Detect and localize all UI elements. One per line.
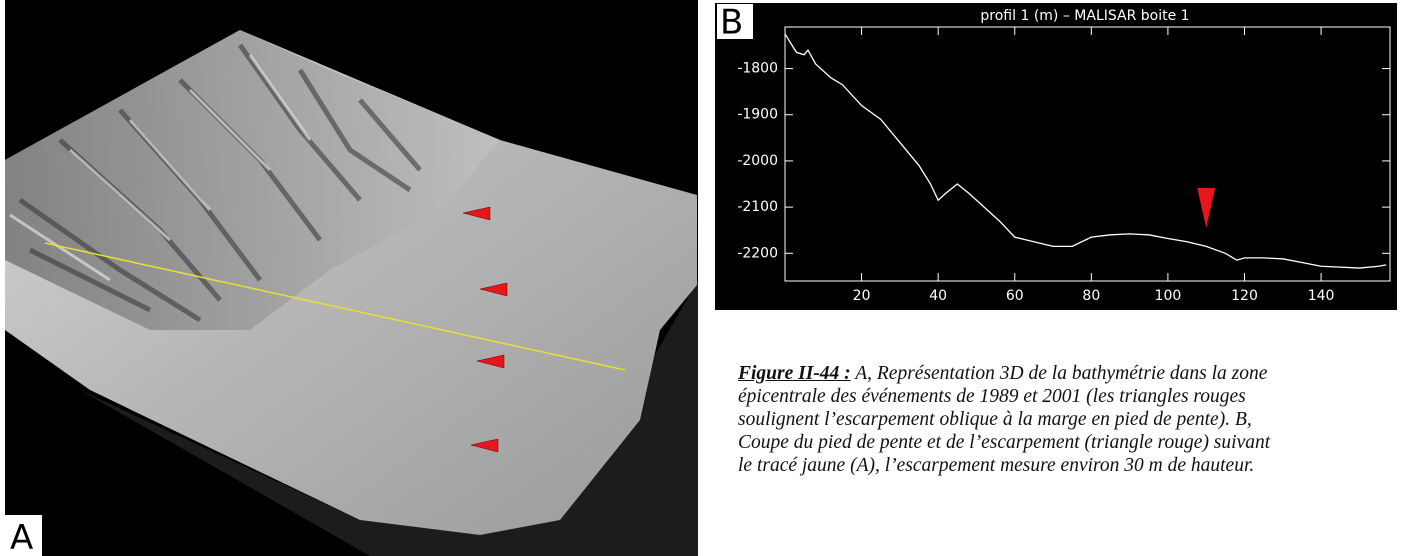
x-tick-label: 60 xyxy=(1006,288,1024,304)
slope xyxy=(5,30,500,330)
y-tick-label: -2100 xyxy=(737,199,778,215)
ridge-highlights xyxy=(9,54,312,282)
caption-line: le tracé jaune (A), l’escarpement mesure… xyxy=(738,455,1255,476)
escarpment-markers xyxy=(462,206,508,453)
y-tick-label: -1800 xyxy=(737,61,778,77)
caption-line: Coupe du pied de pente et de l’escarpeme… xyxy=(738,432,1271,453)
caption-line: soulignent l’escarpement oblique à la ma… xyxy=(738,409,1252,430)
escarpment-marker xyxy=(1197,187,1216,228)
x-tick-label: 80 xyxy=(1082,288,1100,304)
caption-line: épicentrale des événements de 1989 et 20… xyxy=(738,386,1246,407)
panel-label-box xyxy=(5,515,42,556)
caption: Figure II-44 : A, Représentation 3D de l… xyxy=(738,362,1388,477)
panel-label: A xyxy=(10,518,33,556)
x-tick-label: 100 xyxy=(1155,288,1182,304)
y-tick-label: -2000 xyxy=(737,153,778,169)
x-tick-label: 140 xyxy=(1308,288,1335,304)
x-tick-label: 40 xyxy=(929,288,947,304)
caption-label: Figure II-44 : xyxy=(738,363,851,384)
bathymetry-3d: A xyxy=(5,0,698,556)
panel-label: B xyxy=(720,3,743,43)
plot-frame xyxy=(784,26,1391,282)
chart-title: profil 1 (m) – MALISAR boite 1 xyxy=(980,8,1189,24)
chart-background xyxy=(715,3,1397,310)
y-tick-label: -1900 xyxy=(737,107,778,123)
profile-line xyxy=(784,33,1387,269)
profile-trace xyxy=(44,242,626,371)
y-tick-label: -2200 xyxy=(737,245,778,261)
x-tick-label: 20 xyxy=(853,288,871,304)
shadow xyxy=(80,280,698,556)
panel-label-box xyxy=(717,4,753,39)
x-tick-label: 120 xyxy=(1231,288,1258,304)
caption-line: A, Représentation 3D de la bathymétrie d… xyxy=(855,363,1268,384)
